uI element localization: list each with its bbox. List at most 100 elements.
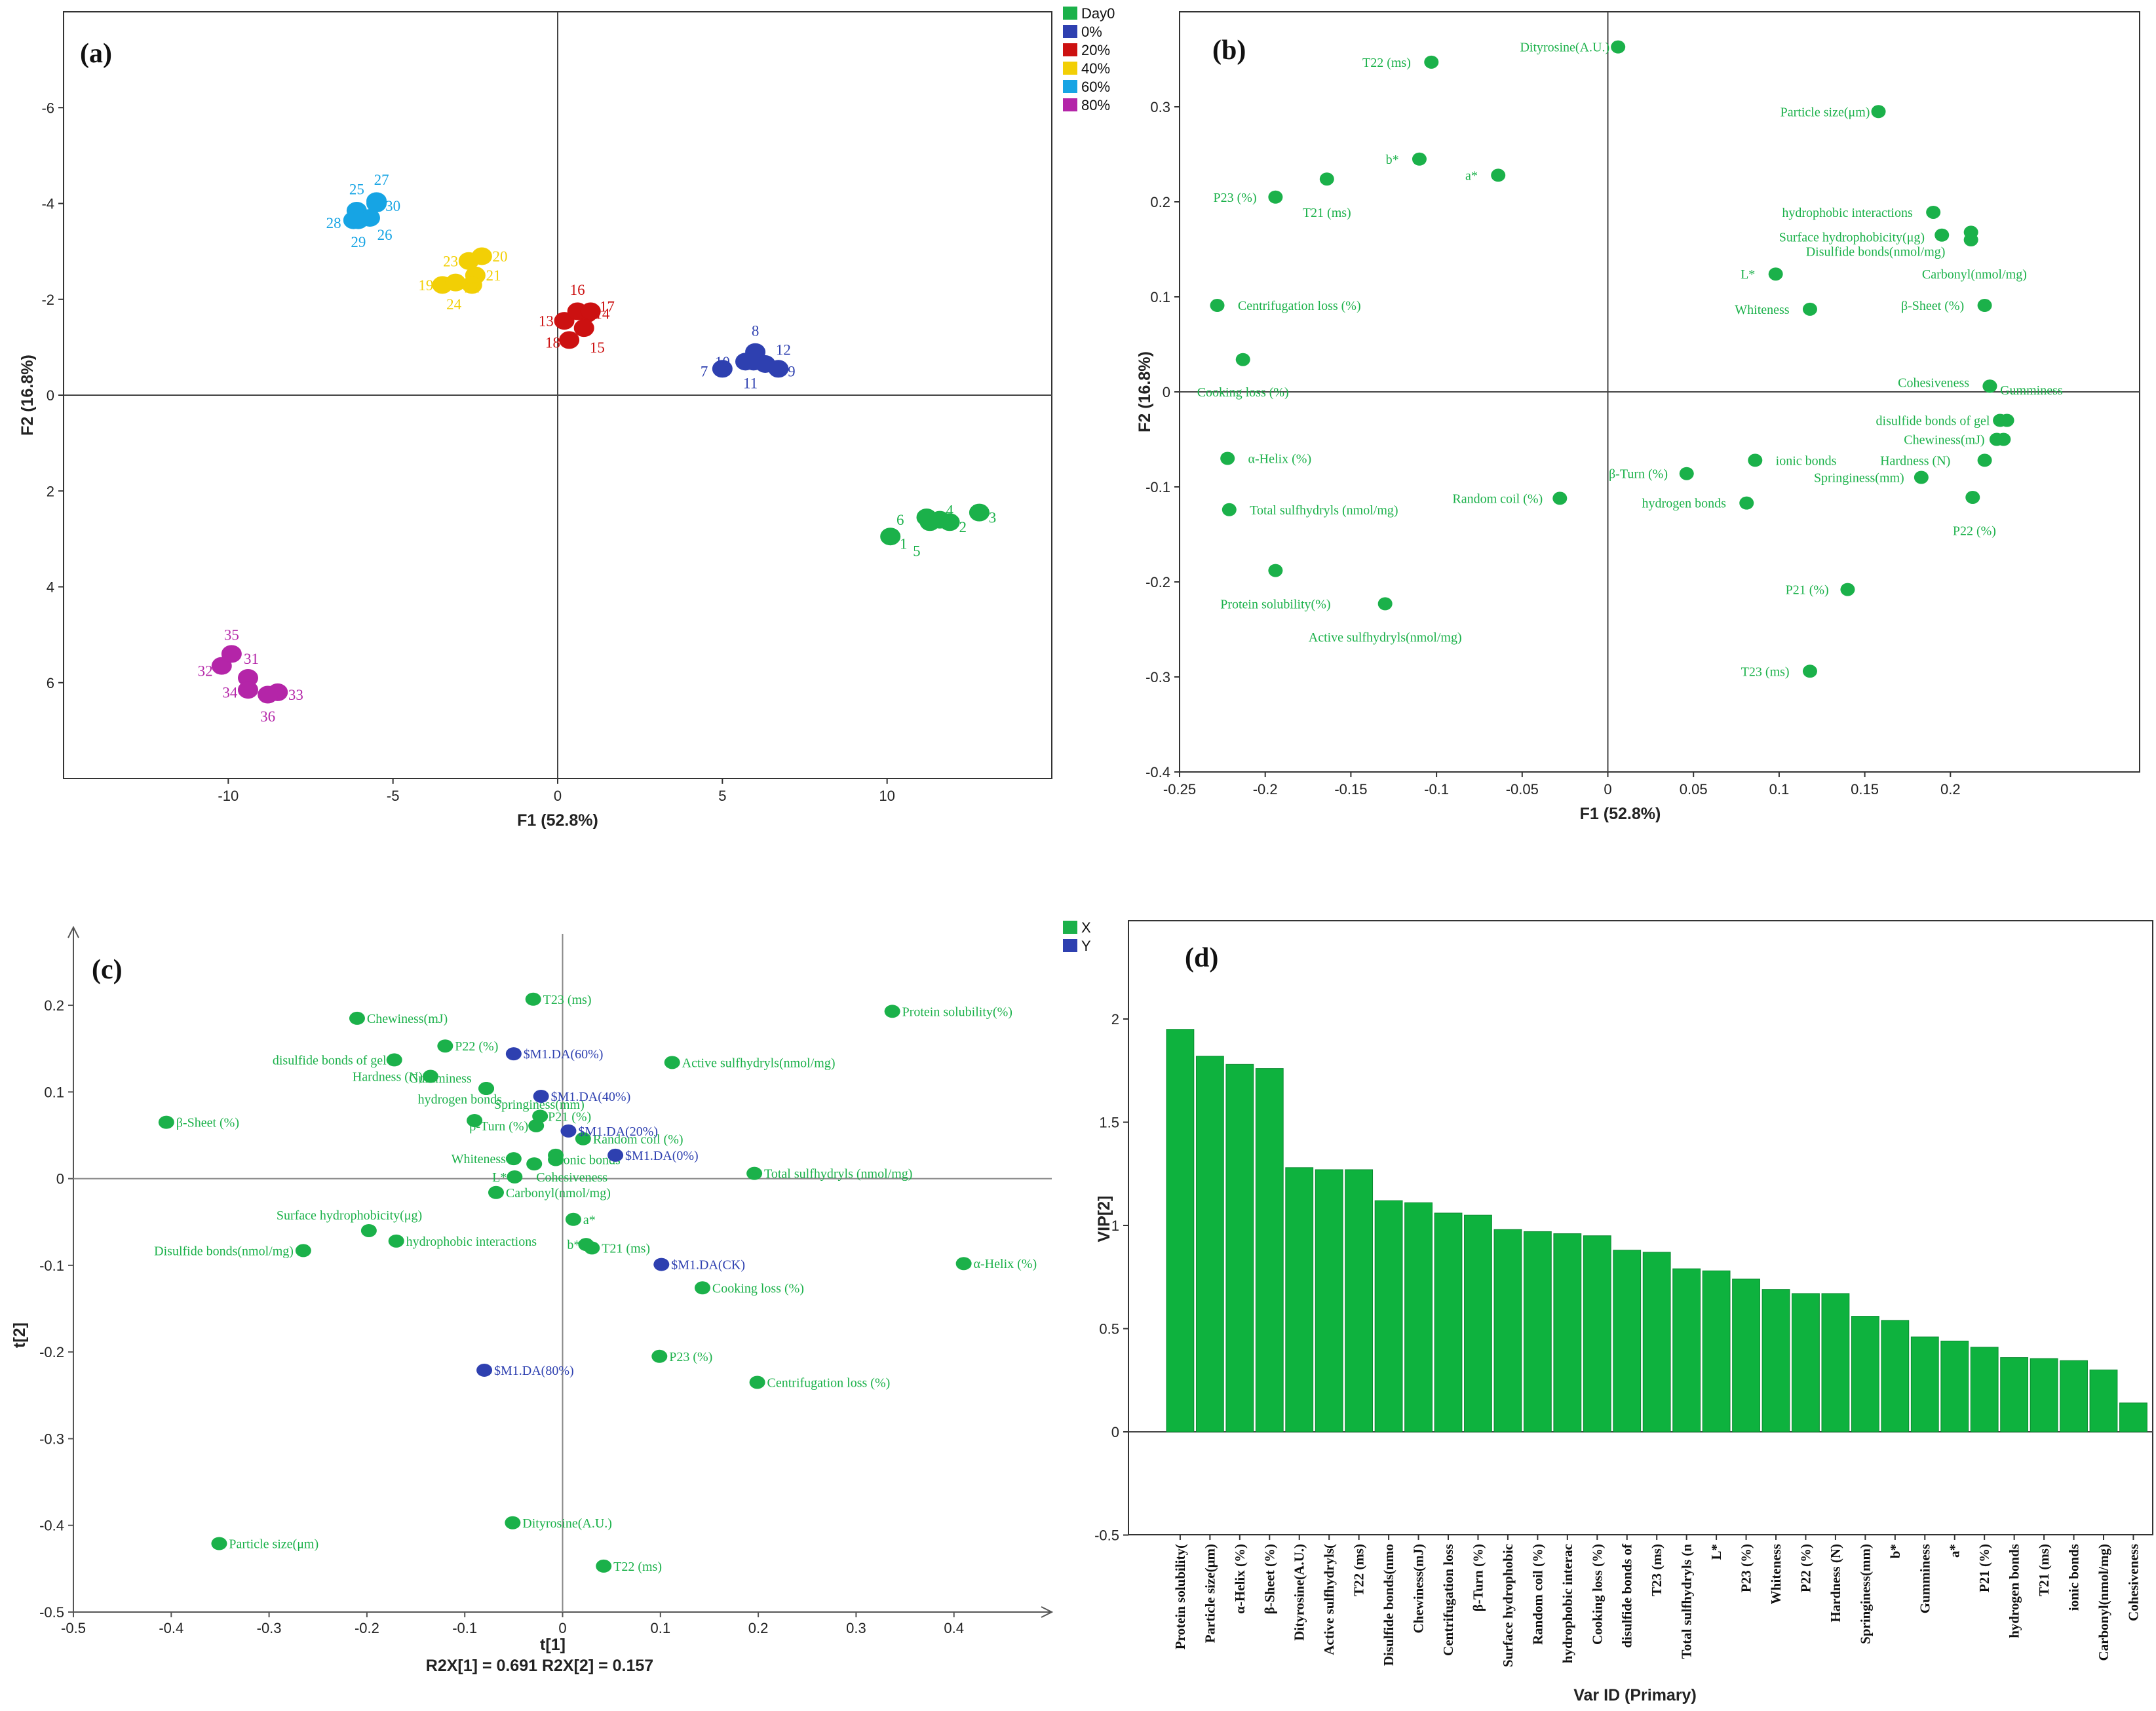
loading-point bbox=[1996, 433, 2011, 446]
x-tick-label-c: -0.4 bbox=[159, 1620, 183, 1636]
vip-bar bbox=[1792, 1293, 1820, 1432]
vip-bar bbox=[1732, 1278, 1760, 1432]
biplot-point bbox=[526, 1157, 543, 1171]
x-axis-label-b: F1 (52.8%) bbox=[1580, 805, 1661, 823]
biplot-label: $M1.DA(20%) bbox=[578, 1125, 658, 1139]
x-tick-label-c: 0.4 bbox=[944, 1620, 964, 1636]
biplot-label: Random coil (%) bbox=[593, 1132, 683, 1147]
vip-bar bbox=[1821, 1293, 1850, 1432]
score-point-label: 34 bbox=[222, 684, 238, 701]
x-tick-label-d: Disulfide bonds(nmo bbox=[1381, 1544, 1396, 1666]
biplot-point bbox=[548, 1148, 564, 1162]
x-tick-label-b: -0.2 bbox=[1253, 781, 1278, 798]
legend-swatch-40% bbox=[1063, 62, 1077, 75]
vip-bar bbox=[2119, 1402, 2147, 1432]
vip-bar bbox=[1315, 1169, 1343, 1432]
loading-label: disulfide bonds of gel bbox=[1876, 414, 1990, 429]
panel-c-pls-da-biplot: -0.5 -0.4 -0.3 -0.2 -0.1 0 0.1 0.2 0.3 0.4 -0.5 -0.… bbox=[10, 919, 1091, 1675]
biplot-label: T23 (ms) bbox=[543, 993, 592, 1007]
loading-label: Dityrosine(A.U.) bbox=[1520, 41, 1609, 55]
x-tick-label-d: L* bbox=[1708, 1544, 1724, 1560]
x-tick-label-c: -0.5 bbox=[61, 1620, 86, 1636]
biplot-label: Carbonyl(nmol/mg) bbox=[506, 1186, 611, 1201]
x-tick-label-b: 0.05 bbox=[1680, 781, 1708, 798]
loading-point bbox=[1999, 413, 2014, 427]
score-point-label: 28 bbox=[326, 215, 341, 231]
score-point-label: 33 bbox=[288, 687, 303, 703]
legend-label: Y bbox=[1081, 938, 1091, 954]
biplot-label: hydrophobic interactions bbox=[406, 1235, 537, 1249]
biplot-label: $M1.DA(CK) bbox=[671, 1258, 745, 1273]
loading-label: Cooking loss (%) bbox=[1197, 385, 1289, 400]
y-tick-label-d: 0.5 bbox=[1099, 1321, 1119, 1337]
score-point-12 bbox=[755, 355, 776, 373]
y-axis-label-d: VIP[2] bbox=[1095, 1196, 1113, 1242]
x-tick-label-d: a* bbox=[1947, 1544, 1963, 1558]
score-point-24 bbox=[445, 273, 466, 292]
score-point-label: 23 bbox=[443, 253, 458, 269]
y-tick-label-d: 0 bbox=[1111, 1424, 1119, 1440]
y-tick-label-c: -0.3 bbox=[39, 1431, 64, 1447]
vip-bar bbox=[2060, 1360, 2088, 1432]
biplot-label: Particle size(μm) bbox=[229, 1537, 318, 1552]
score-point-35 bbox=[221, 645, 242, 663]
panel-label-a: (a) bbox=[80, 39, 112, 69]
loading-point bbox=[1768, 267, 1783, 281]
score-point-label: 11 bbox=[743, 375, 758, 392]
score-point-label: 16 bbox=[570, 282, 585, 298]
y-tick-label-b: 0.3 bbox=[1150, 99, 1170, 115]
legend-label: 60% bbox=[1081, 79, 1110, 95]
score-point-23 bbox=[458, 252, 479, 270]
biplot-point bbox=[488, 1185, 504, 1199]
loading-point bbox=[1210, 299, 1225, 313]
vip-bar bbox=[1642, 1252, 1671, 1432]
biplot-label: $M1.DA(40%) bbox=[551, 1090, 631, 1104]
biplot-label: Disulfide bonds(nmol/mg) bbox=[154, 1244, 294, 1258]
score-point-label: 36 bbox=[260, 708, 275, 725]
biplot-label: Dityrosine(A.U.) bbox=[522, 1516, 612, 1531]
x-tick-label-b: -0.1 bbox=[1424, 781, 1449, 798]
y-axis-label-c: t[2] bbox=[10, 1322, 29, 1348]
x-tick-label-b: -0.15 bbox=[1334, 781, 1367, 798]
x-axis-arrow-c bbox=[1041, 1606, 1054, 1618]
biplot-label: Total sulfhydryls (nmol/mg) bbox=[764, 1167, 912, 1182]
biplot-point bbox=[386, 1053, 402, 1067]
biplot-point bbox=[467, 1113, 483, 1127]
x-tick-label-d: Hardness (N) bbox=[1828, 1544, 1843, 1623]
x-tick-label-d: β-Turn (%) bbox=[1470, 1544, 1486, 1611]
biplot-label: P22 (%) bbox=[455, 1039, 498, 1054]
x-tick-label-d: Chewiness(mJ) bbox=[1411, 1544, 1427, 1634]
loading-point bbox=[1914, 471, 1929, 484]
y-tick-label-b: -0.4 bbox=[1145, 764, 1170, 780]
biplot-label: $M1.DA(80%) bbox=[494, 1364, 574, 1378]
score-point-label: 30 bbox=[385, 198, 400, 214]
loading-point bbox=[1424, 55, 1439, 69]
score-point-label: 19 bbox=[418, 277, 433, 294]
x-tick-label-d: ionic bonds bbox=[2066, 1544, 2082, 1611]
y-tick-label-b: 0.2 bbox=[1150, 194, 1170, 210]
biplot-label: Whiteness bbox=[452, 1152, 507, 1166]
biplot-point bbox=[884, 1005, 900, 1018]
loading-point bbox=[1977, 299, 1992, 313]
x-tick-label-d: T21 (ms) bbox=[2036, 1544, 2052, 1596]
biplot-label: $M1.DA(0%) bbox=[625, 1149, 699, 1163]
y-tick-label-a: 0 bbox=[47, 387, 54, 404]
score-point-13 bbox=[554, 312, 575, 330]
y-tick-label-a: -6 bbox=[41, 100, 54, 116]
biplot-point bbox=[505, 1516, 521, 1529]
score-point-36 bbox=[258, 685, 279, 704]
loading-label: Random coil (%) bbox=[1452, 491, 1543, 506]
x-tick-label-a: -5 bbox=[387, 788, 400, 804]
loading-label: P23 (%) bbox=[1214, 191, 1257, 205]
score-point-label: 3 bbox=[989, 509, 997, 526]
loading-point bbox=[1840, 583, 1855, 596]
x-tick-label-d: Carbonyl(nmol/mg) bbox=[2096, 1544, 2111, 1661]
loading-label: hydrophobic interactions bbox=[1782, 206, 1913, 220]
x-tick-label-b: -0.05 bbox=[1506, 781, 1539, 798]
legend-swatch-20% bbox=[1063, 43, 1077, 56]
loading-point bbox=[1491, 168, 1506, 182]
score-point-label: 12 bbox=[776, 342, 791, 358]
loading-point bbox=[1739, 496, 1754, 510]
score-point-15 bbox=[573, 319, 594, 337]
